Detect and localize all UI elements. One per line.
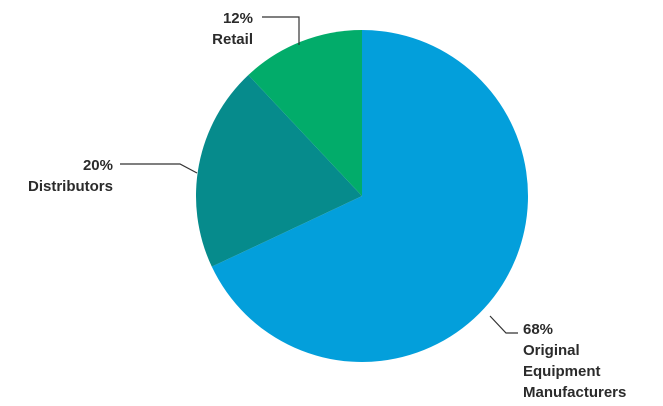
pie-slices bbox=[195, 30, 528, 362]
leader-lines bbox=[120, 16, 518, 334]
leader-line bbox=[120, 163, 198, 174]
pie-slice-original-equipment-manufacturers bbox=[211, 30, 528, 362]
pie-slice-retail bbox=[248, 30, 362, 196]
slice-label: 20% Distributors bbox=[28, 157, 113, 195]
pie-slice-distributors bbox=[195, 74, 362, 267]
slice-label: 12% Retail bbox=[212, 10, 253, 48]
slice-category-label: Manufacturers bbox=[523, 384, 626, 401]
slice-category-label: Original bbox=[523, 342, 580, 359]
slice-category-label: Equipment bbox=[523, 363, 601, 380]
slice-category-label: Retail bbox=[212, 31, 253, 48]
slice-value-label: 12% bbox=[223, 10, 253, 27]
leader-line bbox=[489, 315, 518, 334]
slice-category-label: Distributors bbox=[28, 178, 113, 195]
slice-labels: 68% Original Equipment Manufacturers 20% Dist… bbox=[28, 10, 626, 401]
slice-value-label: 20% bbox=[83, 157, 113, 174]
slice-value-label: 68% bbox=[523, 321, 553, 338]
slice-label: 68% Original Equipment Manufacturers bbox=[523, 321, 626, 401]
leader-line bbox=[262, 16, 300, 45]
